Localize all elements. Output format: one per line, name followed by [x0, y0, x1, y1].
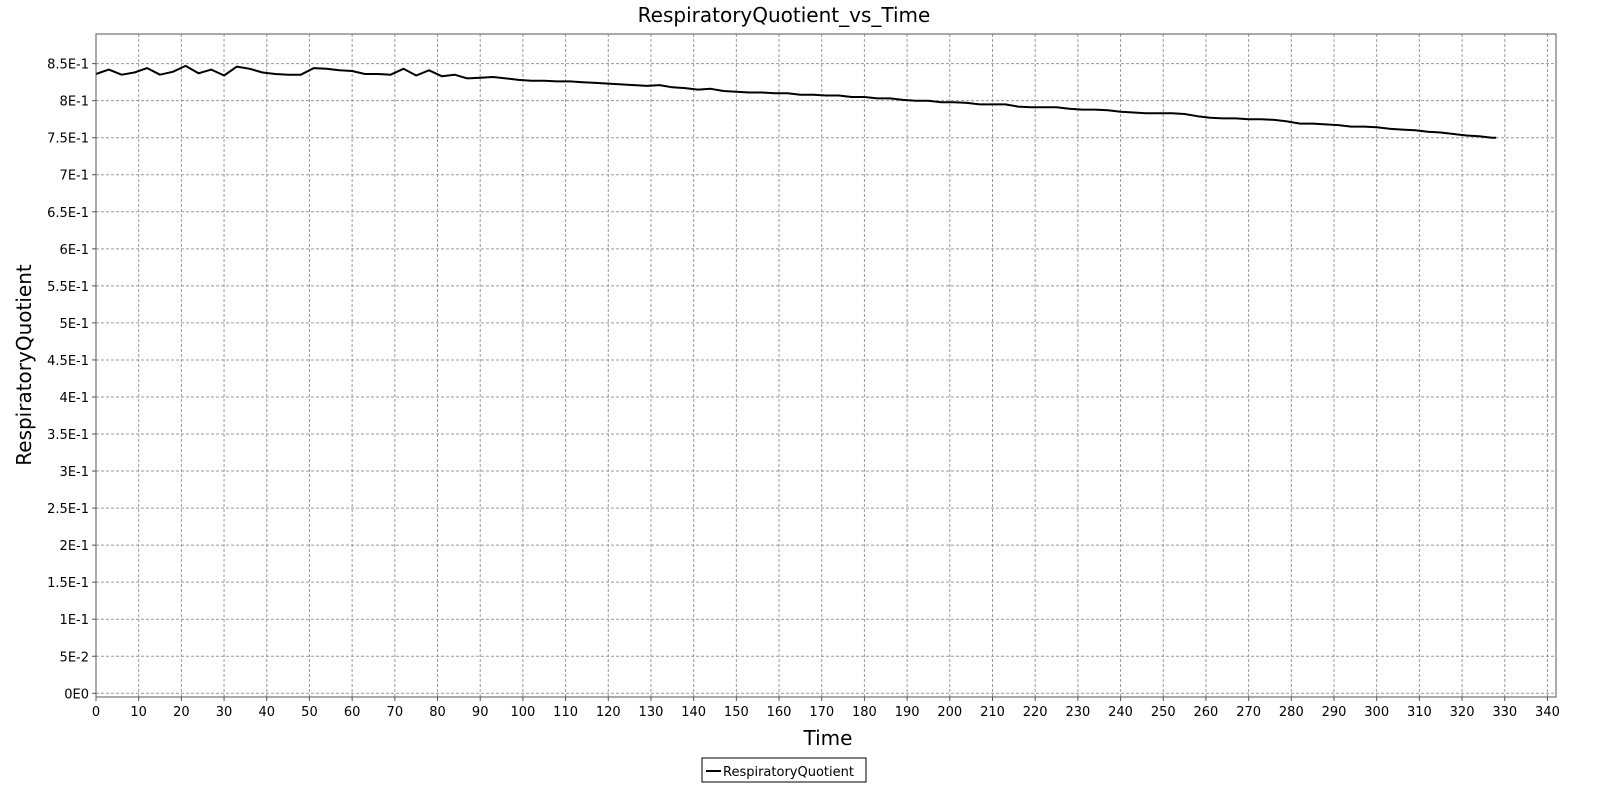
- x-tick-label: 120: [596, 705, 621, 720]
- y-tick-label: 1E-1: [60, 613, 89, 628]
- y-tick-label: 7E-1: [60, 169, 89, 184]
- x-tick-label: 260: [1194, 705, 1219, 720]
- y-tick-label: 4E-1: [60, 391, 89, 406]
- plot-frame: [95, 33, 1557, 698]
- x-tick-label: 190: [895, 705, 920, 720]
- x-tick-label: 0: [92, 705, 100, 720]
- y-tick-label: 0E0: [64, 687, 89, 702]
- y-tick-label: 8.5E-1: [47, 58, 89, 73]
- x-axis: 0 10 20 30 40 50 60 70 80 90 100 110 120 130 140 150 160…: [92, 697, 1560, 720]
- y-tick-label: 5.5E-1: [47, 280, 89, 295]
- x-tick-label: 250: [1151, 705, 1176, 720]
- legend-label: RespiratoryQuotient: [723, 765, 854, 780]
- x-tick-label: 270: [1236, 705, 1261, 720]
- x-tick-label: 330: [1492, 705, 1517, 720]
- y-tick-label: 3E-1: [60, 465, 89, 480]
- y-tick-label: 5E-2: [60, 650, 89, 665]
- x-tick-label: 230: [1065, 705, 1090, 720]
- x-tick-label: 210: [980, 705, 1005, 720]
- x-tick-label: 320: [1450, 705, 1475, 720]
- x-tick-label: 240: [1108, 705, 1133, 720]
- y-tick-label: 6.5E-1: [47, 206, 89, 221]
- x-tick-label: 110: [553, 705, 578, 720]
- x-tick-label: 60: [344, 705, 361, 720]
- legend-box: [701, 757, 867, 783]
- x-tick-label: 170: [809, 705, 834, 720]
- x-tick-label: 10: [130, 705, 147, 720]
- x-tick-label: 290: [1322, 705, 1347, 720]
- series-line-respiratory-quotient: [95, 64, 1497, 139]
- x-tick-label: 300: [1364, 705, 1389, 720]
- x-tick-label: 280: [1279, 705, 1304, 720]
- x-tick-label: 90: [472, 705, 489, 720]
- x-axis-label: Time: [803, 726, 853, 750]
- x-tick-label: 140: [681, 705, 706, 720]
- x-tick-label: 150: [724, 705, 749, 720]
- x-tick-label: 340: [1535, 705, 1560, 720]
- plot-area: [96, 34, 1556, 697]
- y-tick-label: 7.5E-1: [47, 132, 89, 147]
- x-tick-label: 50: [301, 705, 318, 720]
- x-tick-label: 40: [258, 705, 275, 720]
- x-tick-label: 30: [216, 705, 233, 720]
- x-tick-label: 70: [387, 705, 404, 720]
- chart-title: RespiratoryQuotient_vs_Time: [638, 3, 931, 27]
- x-tick-label: 220: [1023, 705, 1048, 720]
- y-axis-label: RespiratoryQuotient: [12, 264, 36, 466]
- y-tick-label: 1.5E-1: [47, 576, 89, 591]
- y-tick-label: 4.5E-1: [47, 354, 89, 369]
- y-tick-label: 6E-1: [60, 243, 89, 258]
- x-tick-label: 310: [1407, 705, 1432, 720]
- y-tick-label: 8E-1: [60, 95, 89, 110]
- x-tick-label: 100: [510, 705, 535, 720]
- y-tick-label: 5E-1: [60, 317, 89, 332]
- legend: RespiratoryQuotient: [701, 757, 867, 783]
- x-tick-label: 80: [429, 705, 446, 720]
- x-tick-label: 160: [767, 705, 792, 720]
- x-tick-label: 20: [173, 705, 190, 720]
- grid-lines: [95, 34, 1556, 697]
- x-tick-label: 200: [937, 705, 962, 720]
- x-tick-label: 180: [852, 705, 877, 720]
- y-tick-label: 3.5E-1: [47, 428, 89, 443]
- y-axis: 0E0 5E-2 1E-1 1.5E-1 2E-1 2.5E-1 3E-1 3.5E-1 4E-…: [47, 58, 96, 702]
- y-tick-label: 2.5E-1: [47, 502, 89, 517]
- x-tick-label: 130: [639, 705, 664, 720]
- y-tick-label: 2E-1: [60, 539, 89, 554]
- series-layer: [95, 64, 1497, 139]
